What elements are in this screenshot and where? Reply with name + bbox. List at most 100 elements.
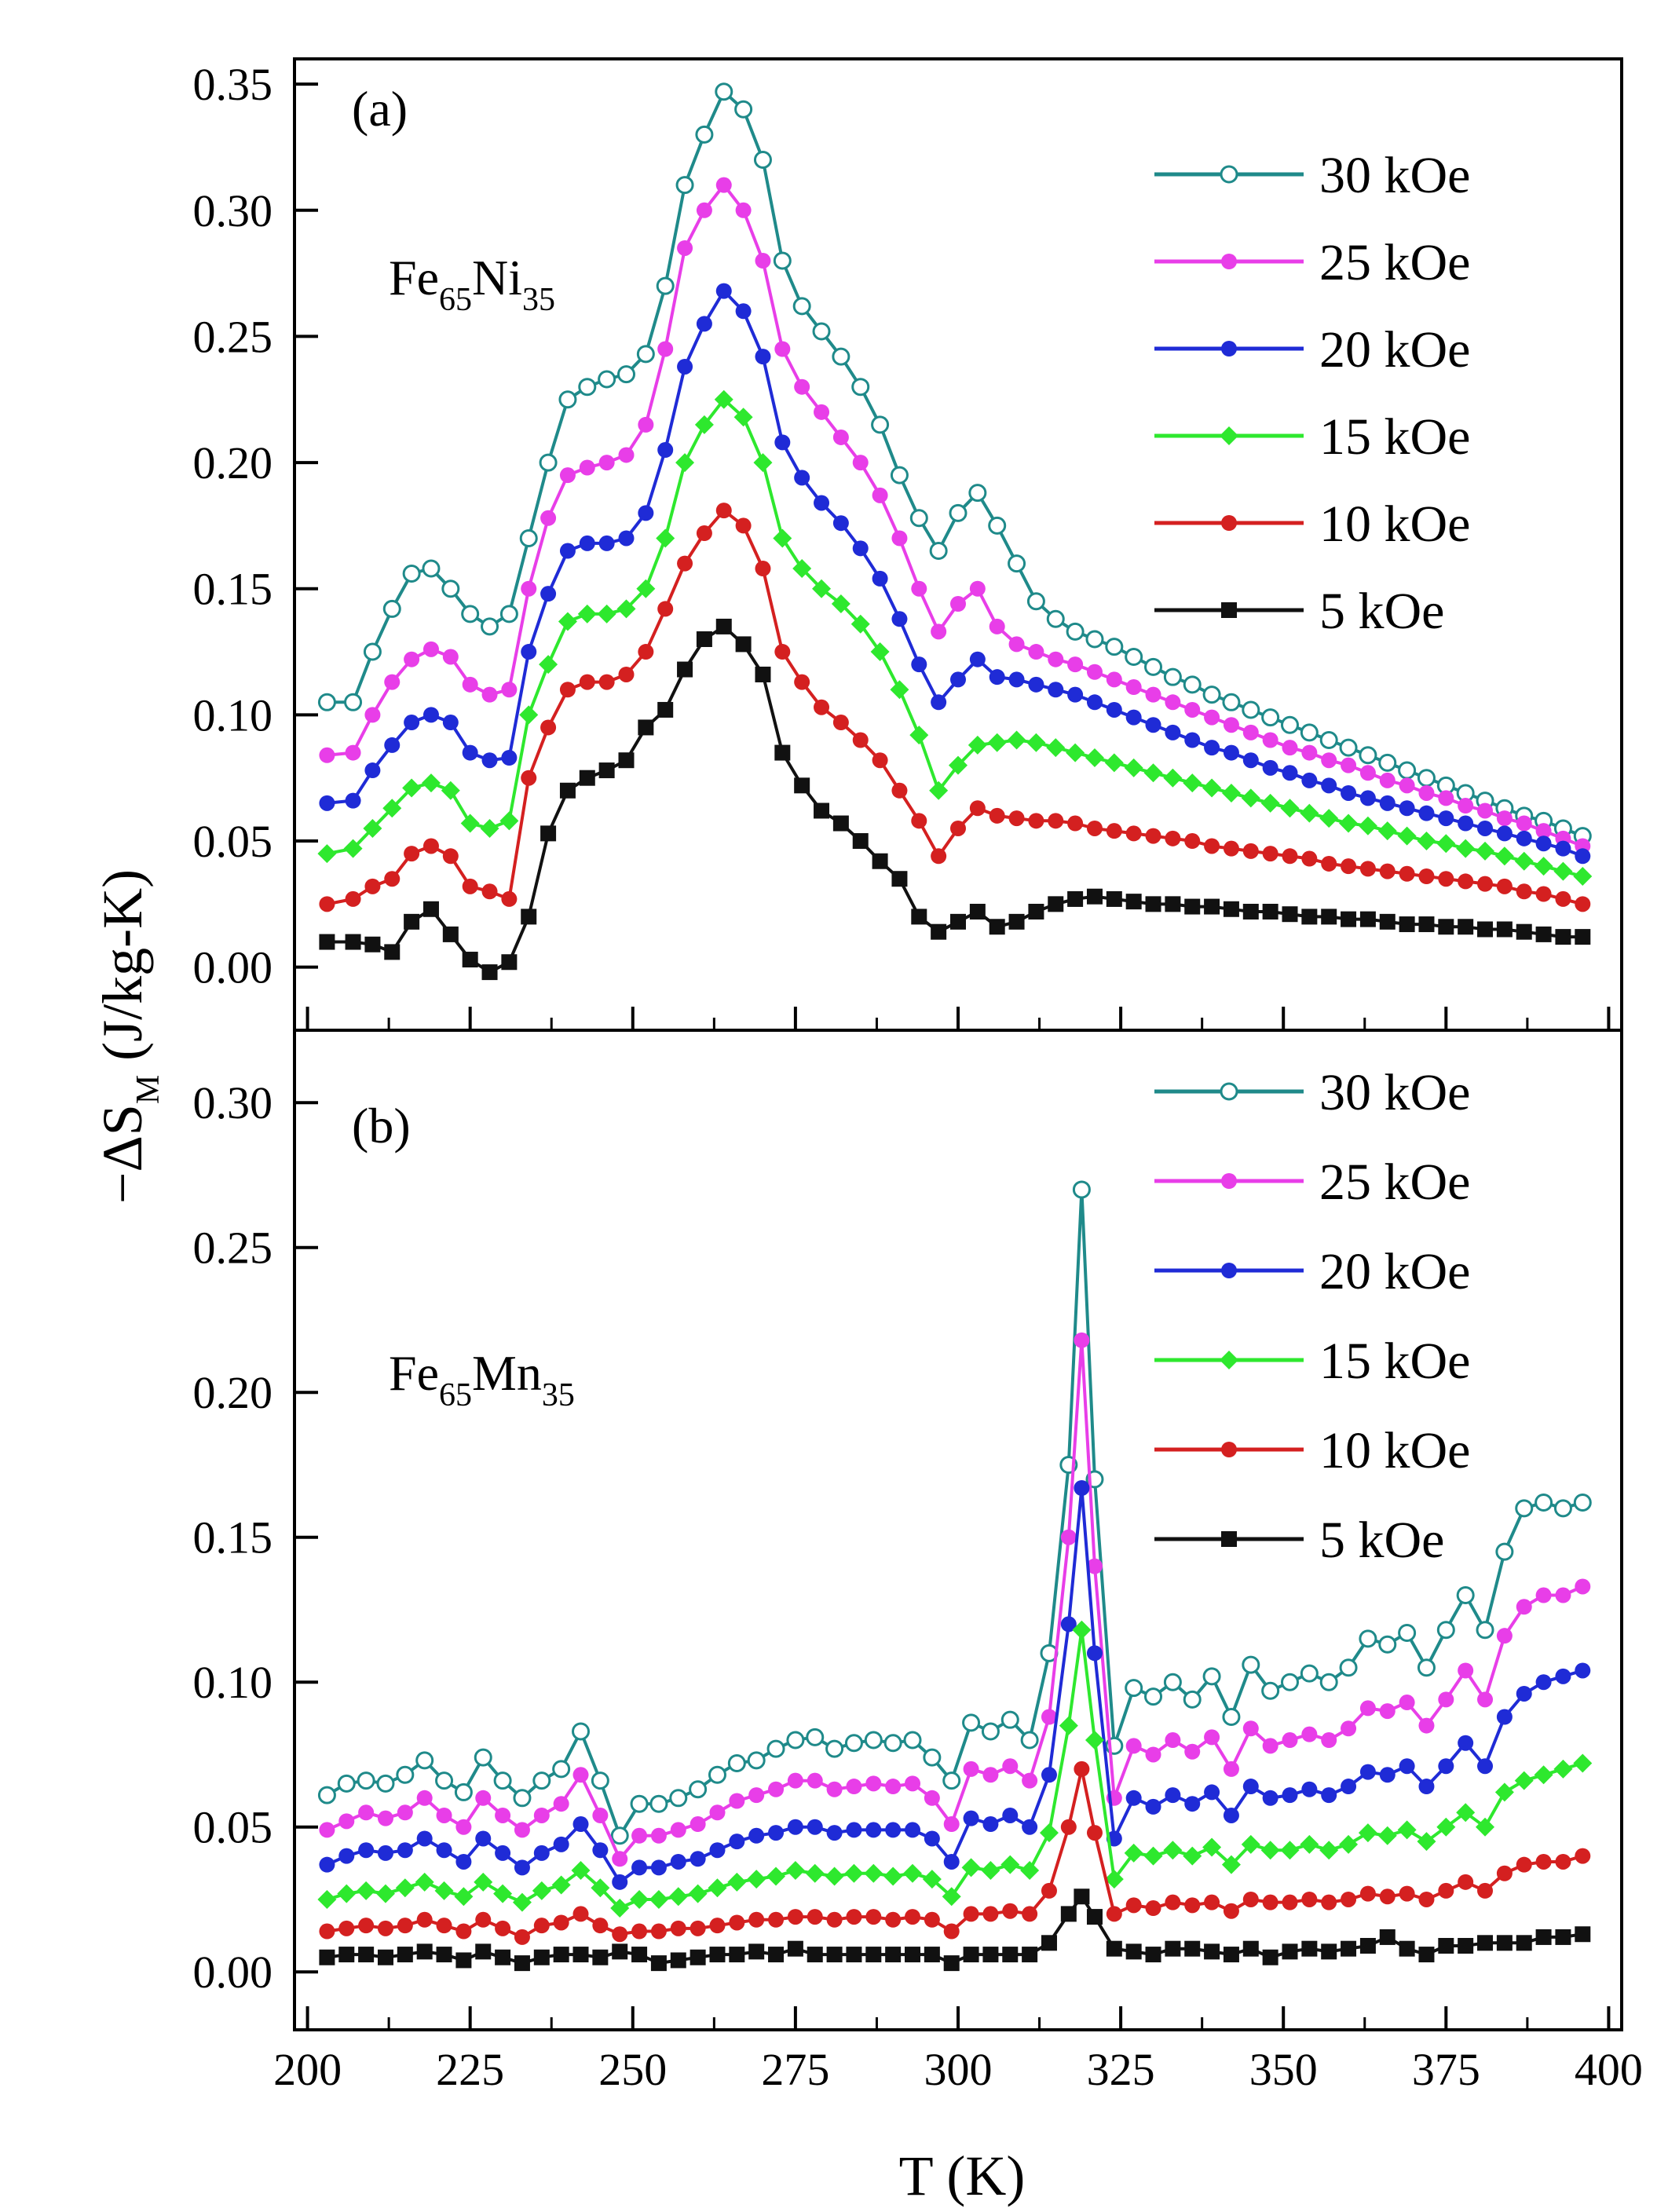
axes-frames <box>293 57 1623 2031</box>
panel-a-point-15-koe <box>987 733 1007 752</box>
panel-a-point-20-koe <box>422 707 439 723</box>
panel-b-point-15-koe <box>688 1884 708 1903</box>
panel-b-point-20-koe <box>377 1845 393 1861</box>
panel-b-point-20-koe <box>1301 1781 1318 1797</box>
panel-b-point-5-koe <box>514 1955 530 1972</box>
panel-b-point-25-koe <box>670 1822 686 1838</box>
panel-a-point-15-koe <box>1319 809 1339 828</box>
panel-b-point-30-koe <box>376 1774 395 1793</box>
panel-b-point-5-koe <box>1086 1909 1103 1925</box>
panel-b-point-5-koe <box>455 1952 472 1969</box>
panel-a-point-15-koe <box>1339 814 1359 833</box>
panel-a-point-15-koe <box>949 755 968 775</box>
panel-a-point-25-koe <box>579 459 595 476</box>
panel-b-point-5-koe <box>1022 1947 1038 1963</box>
panel-a-point-5-koe <box>1477 921 1494 938</box>
panel-b-point-30-koe <box>435 1771 454 1790</box>
panel-b-point-5-koe <box>1223 1947 1239 1963</box>
panel-a-point-15-koe <box>831 594 850 614</box>
panel-b-point-30-koe <box>1281 1673 1299 1691</box>
panel-a-point-30-koe <box>968 484 987 503</box>
panel-a-point-5-koe <box>462 952 478 968</box>
panel-b-point-25-koe <box>455 1819 472 1835</box>
panel-b-legend: 30 kOe 25 kOe 20 kOe 15 kOe 10 kOe 5 kOe <box>1154 1064 1470 1569</box>
panel-a-point-5-koe <box>1028 903 1044 920</box>
panel-b-point-20-koe <box>533 1845 550 1861</box>
panel-b-point-25-koe <box>631 1827 648 1844</box>
y-axis-title-sub: M <box>130 1075 166 1104</box>
panel-b-point-25-koe <box>865 1775 882 1792</box>
panel-a-point-5-koe <box>1341 911 1357 927</box>
panel-a-point-10-koe <box>1086 820 1103 836</box>
panel-a-point-10-koe <box>969 800 986 817</box>
panel-a-point-25-koe <box>442 649 459 665</box>
panel-b-point-25-koe <box>826 1781 843 1797</box>
panel-a-point-25-koe <box>755 253 771 269</box>
panel-a-y-tick-label: 0.30 <box>193 185 273 236</box>
panel-b-point-10-koe <box>612 1926 628 1943</box>
panel-b-point-25-koe <box>1496 1628 1513 1644</box>
panel-a-point-25-koe <box>1106 671 1122 688</box>
panel-a-point-10-koe <box>1418 868 1435 885</box>
panel-a-point-25-koe <box>384 674 401 690</box>
panel-a-point-30-koe <box>1261 708 1280 727</box>
panel-b-point-5-koe <box>397 1947 413 1963</box>
panel-b-point-10-koe <box>924 1911 940 1928</box>
panel-b-point-25-koe <box>1002 1758 1019 1775</box>
panel-b-point-20-koe <box>1438 1758 1454 1775</box>
panel-b-point-30-koe <box>708 1765 726 1784</box>
panel-a-point-30-koe <box>1085 630 1104 649</box>
panel-a-point-25-koe <box>1145 686 1161 703</box>
panel-a-point-25-koe <box>1321 752 1337 769</box>
panel-a-legend-label-30-koe: 30 kOe <box>1319 147 1470 204</box>
x-tick-label: 375 <box>1412 2044 1480 2095</box>
panel-a-point-15-koe <box>1377 821 1397 841</box>
panel-a-point-30-koe <box>441 580 460 598</box>
panel-b-point-20-koe <box>572 1816 589 1833</box>
panel-a-point-5-koe <box>422 901 439 917</box>
panel-b-point-30-koe <box>532 1771 551 1790</box>
panel-a-point-20-koe <box>1223 744 1239 761</box>
panel-a-point-5-koe <box>989 919 1005 935</box>
panel-a-point-25-koe <box>832 429 849 445</box>
panel-a-point-5-koe <box>794 777 810 794</box>
panel-b-point-15-koe <box>1183 1846 1202 1866</box>
panel-a-legend-marker-5-koe <box>1221 602 1237 618</box>
panel-b-point-5-koe <box>1399 1940 1415 1957</box>
panel-b-point-5-koe <box>1341 1940 1357 1957</box>
panel-a-point-15-koe <box>1260 793 1280 813</box>
panel-a-point-20-koe <box>1516 830 1532 846</box>
panel-b-legend-label-15-koe: 15 kOe <box>1319 1333 1470 1390</box>
panel-b-point-25-koe <box>1535 1587 1552 1603</box>
panel-a-point-10-koe <box>540 719 557 736</box>
panel-a-point-15-koe <box>1573 867 1593 887</box>
panel-a-point-25-koe <box>1418 784 1435 801</box>
panel-a-point-5-koe <box>832 815 849 832</box>
panel-b-tag: (b) <box>352 1098 411 1154</box>
panel-b-point-15-koe <box>493 1884 513 1903</box>
panel-b-series-15-koe <box>317 1620 1593 1918</box>
x-tick-label: 275 <box>761 2044 829 2095</box>
panel-a-point-20-koe <box>774 434 791 451</box>
panel-a-point-10-koe <box>1399 865 1415 882</box>
panel-b-y-tick-label: 0.25 <box>193 1223 273 1274</box>
panel-a-point-5-koe <box>677 661 693 678</box>
panel-a-point-30-koe <box>1300 723 1319 742</box>
panel-b-point-30-koe <box>1378 1635 1397 1654</box>
panel-a-point-30-koe <box>1008 554 1026 573</box>
panel-b-point-5-koe <box>1184 1940 1201 1957</box>
panel-b-sample-mid: Mn <box>472 1345 542 1401</box>
panel-b-point-15-koe <box>805 1863 825 1883</box>
panel-a-point-20-koe <box>891 611 908 627</box>
panel-a-point-15-koe <box>1534 857 1553 876</box>
panel-a-point-15-koe <box>519 705 539 725</box>
panel-b-point-10-koe <box>1106 1906 1122 1922</box>
plot-frame <box>293 57 1623 2031</box>
panel-b-point-10-koe <box>846 1909 862 1925</box>
panel-a-point-20-koe <box>911 656 927 673</box>
panel-b-point-10-koe <box>1262 1894 1278 1910</box>
panel-a-legend-label-20-koe: 20 kOe <box>1319 321 1470 378</box>
panel-b-series-20-koe <box>319 1479 1591 1890</box>
panel-b-point-10-koe <box>1204 1894 1220 1910</box>
panel-b-point-25-koe <box>1125 1738 1142 1754</box>
